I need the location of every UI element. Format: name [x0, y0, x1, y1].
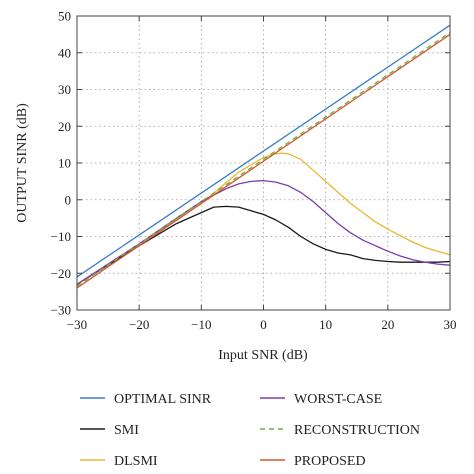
x-axis-label: Input SNR (dB) [218, 348, 308, 363]
y-tick-labels: −30 −20 −10 0 10 20 30 40 50 [51, 9, 71, 318]
x-tick-label: −30 [67, 317, 87, 332]
legend-label-worst-case: WORST-CASE [294, 392, 382, 407]
series-line-worst-case [76, 179, 451, 285]
legend-label-optimal-sinr: OPTIMAL SINR [114, 392, 212, 407]
legend: OPTIMAL SINR SMI DLSMI WORST-CASE RECONSTRUC… [80, 392, 420, 469]
x-tick-label: 30 [444, 317, 457, 332]
series-line-reconstruction [76, 31, 451, 287]
x-tick-label: 10 [319, 317, 332, 332]
y-tick-label: −30 [51, 303, 71, 318]
legend-label-reconstruction: RECONSTRUCTION [294, 423, 420, 438]
x-tick-label: 0 [260, 317, 267, 332]
y-axis-label: OUTPUT SINR (dB) [15, 103, 30, 223]
legend-label-proposed: PROPOSED [294, 454, 366, 469]
series-line-optimal-sinr [76, 24, 451, 278]
y-tick-label: 0 [65, 192, 72, 207]
x-tick-label: −10 [191, 317, 211, 332]
x-tick-label: 20 [381, 317, 394, 332]
x-tick-labels: −30 −20 −10 0 10 20 30 [67, 317, 457, 332]
x-tick-label: −20 [129, 317, 149, 332]
grid-lines [77, 16, 450, 310]
legend-label-smi: SMI [114, 423, 139, 438]
y-tick-label: 30 [58, 82, 71, 97]
tick-marks [76, 15, 451, 311]
y-tick-label: 40 [58, 45, 71, 60]
y-tick-label: −20 [51, 266, 71, 281]
y-tick-label: −10 [51, 229, 71, 244]
plot-frame [76, 15, 451, 311]
series-line-proposed [76, 33, 451, 289]
series-line-dlsmi [76, 152, 451, 285]
y-tick-label: 50 [58, 9, 71, 24]
legend-label-dlsmi: DLSMI [114, 454, 158, 469]
y-tick-label: 10 [58, 156, 71, 171]
y-tick-label: 20 [58, 119, 71, 134]
series-line-smi [76, 205, 451, 285]
plot-lines [76, 24, 451, 289]
